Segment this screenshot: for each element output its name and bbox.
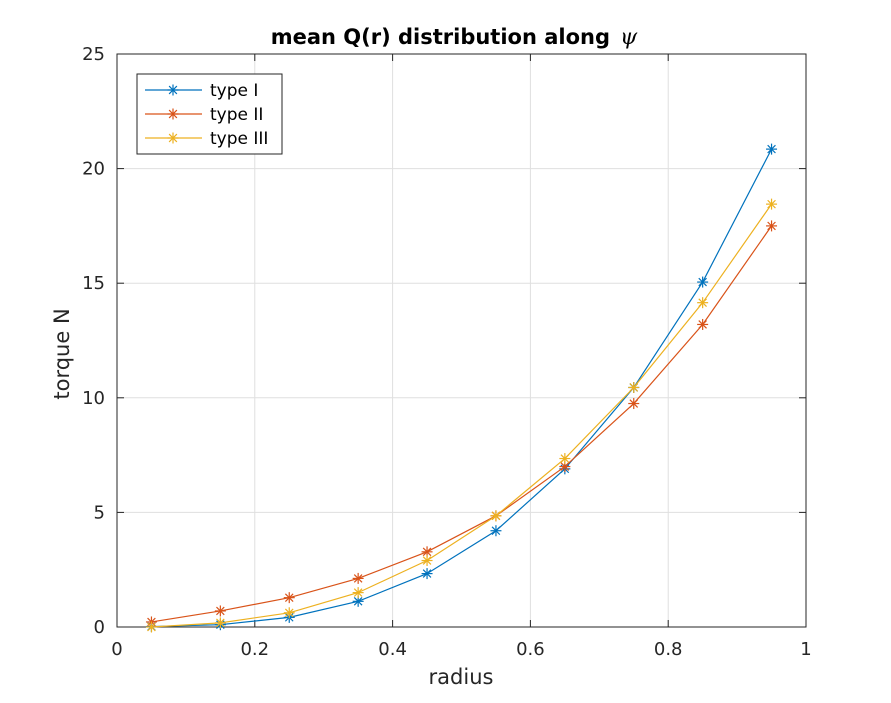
x-tick-label: 0.6 [516,639,545,660]
axes-box [116,53,807,628]
data-point [697,297,709,309]
grid [117,54,806,627]
data-point [214,617,226,629]
data-point [421,568,433,580]
data-point [628,381,640,393]
legend-label: type II [210,105,263,125]
y-tick-label: 0 [94,617,105,638]
data-point [421,555,433,567]
x-tick-label: 0.2 [240,639,269,660]
legend-label: type III [210,129,268,149]
y-tick-label: 10 [82,388,105,409]
y-tick-label: 20 [82,159,105,180]
legend-marker [167,84,179,96]
legend-entry: type II [145,105,263,125]
x-tick-label: 1 [800,639,811,660]
data-point [352,572,364,584]
x-tick-label: 0 [111,639,122,660]
y-tick-label: 25 [82,44,105,65]
series-line [151,203,773,628]
y-axis-label: torque N [50,308,74,399]
data-point [697,276,709,288]
data-point [628,398,640,410]
legend-marker [167,108,179,120]
data-point [766,198,778,210]
chart-title-symbol: ψ [620,25,638,50]
data-point [766,143,778,155]
series-3 [145,198,778,633]
data-point [697,318,709,330]
data-point [283,592,295,604]
data-point [214,605,226,617]
data-point [490,525,502,537]
legend-entry: type III [145,129,268,149]
series-layer [145,143,778,633]
legend-label: type I [210,81,258,101]
legend-marker [167,132,179,144]
data-point [352,587,364,599]
chart-title-text: mean Q(r) distribution along [271,25,610,49]
x-axis-label: radius [429,665,494,689]
data-point [490,510,502,522]
y-tick-label: 15 [82,273,105,294]
data-point [283,607,295,619]
chart-title: mean Q(r) distribution along ψ [271,25,638,50]
data-point [145,621,157,633]
x-tick-label: 0.4 [378,639,407,660]
data-point [766,220,778,232]
y-tick-label: 5 [94,502,105,523]
series-line [151,225,773,623]
axes [116,53,807,628]
legend: type I type II type III [136,73,283,155]
series-line [151,148,773,628]
data-point [559,453,571,465]
x-tick-label: 0.8 [654,639,683,660]
legend-entry: type I [145,81,258,101]
